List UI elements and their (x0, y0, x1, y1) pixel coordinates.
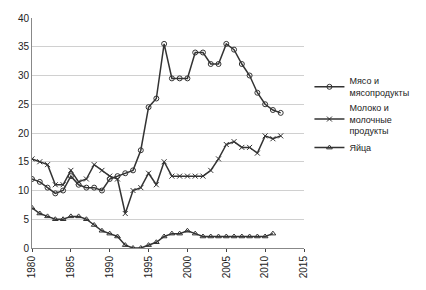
svg-text:15: 15 (18, 156, 30, 167)
svg-text:2010: 2010 (259, 256, 270, 279)
svg-text:25: 25 (18, 99, 30, 110)
svg-text:2000: 2000 (182, 256, 193, 279)
svg-text:1990: 1990 (104, 256, 115, 279)
svg-text:2015: 2015 (298, 256, 309, 279)
svg-text:1985: 1985 (65, 256, 76, 279)
svg-text:Яйца: Яйца (349, 143, 371, 153)
svg-text:35: 35 (18, 41, 30, 52)
svg-text:1980: 1980 (26, 256, 37, 279)
svg-text:20: 20 (18, 128, 30, 139)
svg-text:5: 5 (23, 214, 29, 225)
svg-text:Молоко имолочныепродукты: Молоко имолочныепродукты (349, 103, 391, 136)
svg-text:40: 40 (18, 13, 30, 24)
svg-text:1995: 1995 (143, 256, 154, 279)
svg-text:Мясо имясопродукты: Мясо имясопродукты (349, 76, 409, 98)
svg-text:30: 30 (18, 70, 30, 81)
svg-text:10: 10 (18, 185, 30, 196)
svg-text:2005: 2005 (221, 256, 232, 279)
svg-text:0: 0 (23, 243, 29, 254)
